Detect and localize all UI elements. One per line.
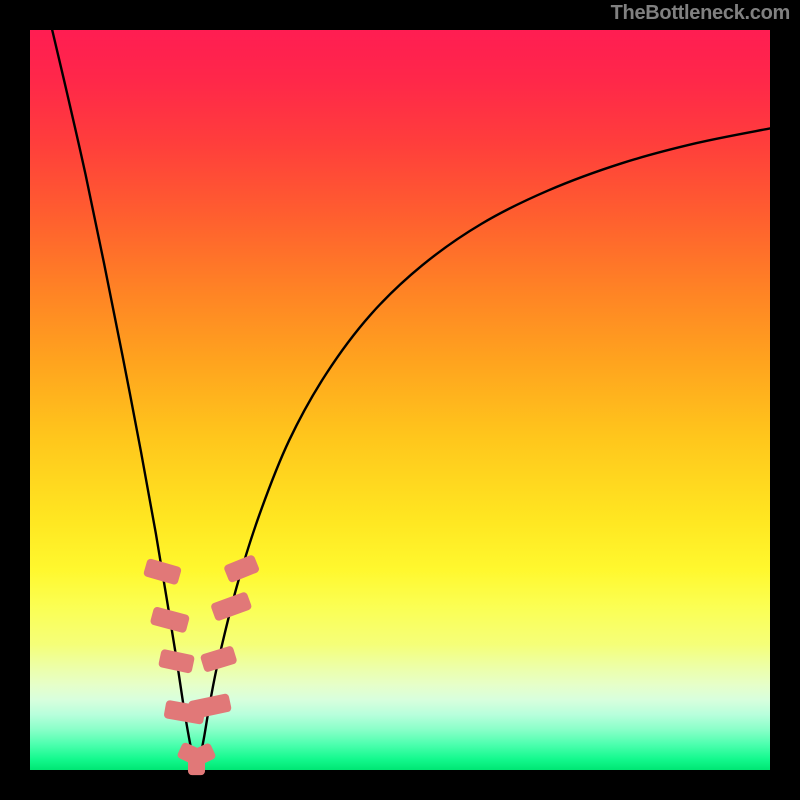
figure-root: TheBottleneck.com [0, 0, 800, 800]
chart-svg [0, 0, 800, 800]
plot-background-gradient [30, 30, 770, 770]
watermark-text: TheBottleneck.com [611, 2, 790, 25]
